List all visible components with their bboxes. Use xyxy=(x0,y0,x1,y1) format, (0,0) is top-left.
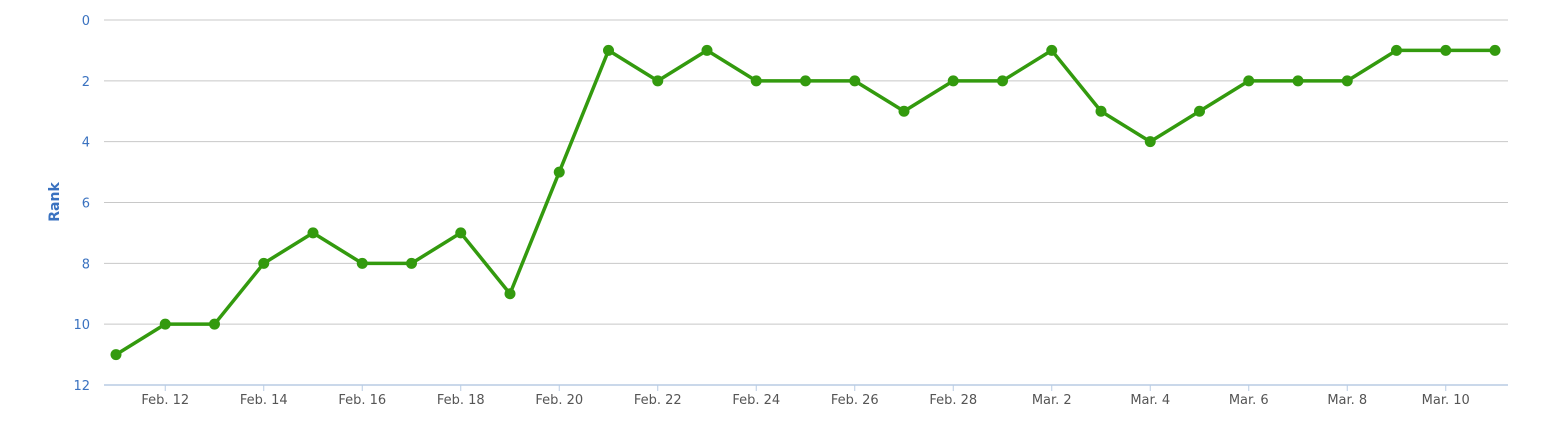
data-point[interactable] xyxy=(1342,75,1353,86)
x-axis: Feb. 12 Feb. 14 Feb. 16 Feb. 18 Feb. 20 Feb. … xyxy=(104,385,1508,408)
data-point[interactable] xyxy=(603,45,614,56)
y-tick-label: 6 xyxy=(82,197,90,212)
y-tick-label: 0 xyxy=(82,14,90,29)
x-tick-label: Mar. 6 xyxy=(1229,393,1269,408)
data-point[interactable] xyxy=(1490,45,1501,56)
data-point[interactable] xyxy=(997,75,1008,86)
x-tick-label: Feb. 24 xyxy=(732,393,780,408)
data-point[interactable] xyxy=(1194,106,1205,117)
data-point[interactable] xyxy=(849,75,860,86)
x-tick-label: Feb. 20 xyxy=(535,393,583,408)
data-point[interactable] xyxy=(702,45,713,56)
x-tick-label: Mar. 8 xyxy=(1327,393,1367,408)
data-point[interactable] xyxy=(800,75,811,86)
y-tick-label: 10 xyxy=(73,318,90,333)
data-point[interactable] xyxy=(899,106,910,117)
data-point[interactable] xyxy=(1293,75,1304,86)
data-point[interactable] xyxy=(1046,45,1057,56)
data-point[interactable] xyxy=(652,75,663,86)
x-tick-label: Feb. 18 xyxy=(437,393,485,408)
x-tick-label: Feb. 12 xyxy=(141,393,189,408)
data-point[interactable] xyxy=(406,258,417,269)
x-tick-label: Mar. 4 xyxy=(1130,393,1170,408)
data-point[interactable] xyxy=(948,75,959,86)
x-tick-label: Mar. 10 xyxy=(1422,393,1470,408)
x-tick-label: Mar. 2 xyxy=(1032,393,1072,408)
data-point[interactable] xyxy=(1440,45,1451,56)
data-point[interactable] xyxy=(209,319,220,330)
x-tick-label: Feb. 26 xyxy=(831,393,879,408)
data-point[interactable] xyxy=(554,167,565,178)
y-tick-label: 8 xyxy=(82,257,90,272)
data-point[interactable] xyxy=(160,319,171,330)
data-point[interactable] xyxy=(455,227,466,238)
data-point[interactable] xyxy=(505,288,516,299)
y-tick-label: 4 xyxy=(82,136,90,151)
y-tick-label: 12 xyxy=(73,379,90,394)
data-point[interactable] xyxy=(1391,45,1402,56)
data-point[interactable] xyxy=(111,349,122,360)
data-point[interactable] xyxy=(751,75,762,86)
data-point[interactable] xyxy=(1243,75,1254,86)
data-point[interactable] xyxy=(308,227,319,238)
x-tick-label: Feb. 22 xyxy=(634,393,682,408)
x-tick-label: Feb. 16 xyxy=(338,393,386,408)
data-point[interactable] xyxy=(1096,106,1107,117)
data-point[interactable] xyxy=(1145,136,1156,147)
x-tick-label: Feb. 14 xyxy=(240,393,288,408)
y-axis-ticks: 0 2 4 6 8 10 12 xyxy=(73,14,90,394)
x-tick-label: Feb. 28 xyxy=(929,393,977,408)
y-axis-label: Rank xyxy=(47,182,63,222)
grid-lines xyxy=(104,20,1508,324)
y-tick-label: 2 xyxy=(82,75,90,90)
data-point[interactable] xyxy=(258,258,269,269)
data-point[interactable] xyxy=(357,258,368,269)
